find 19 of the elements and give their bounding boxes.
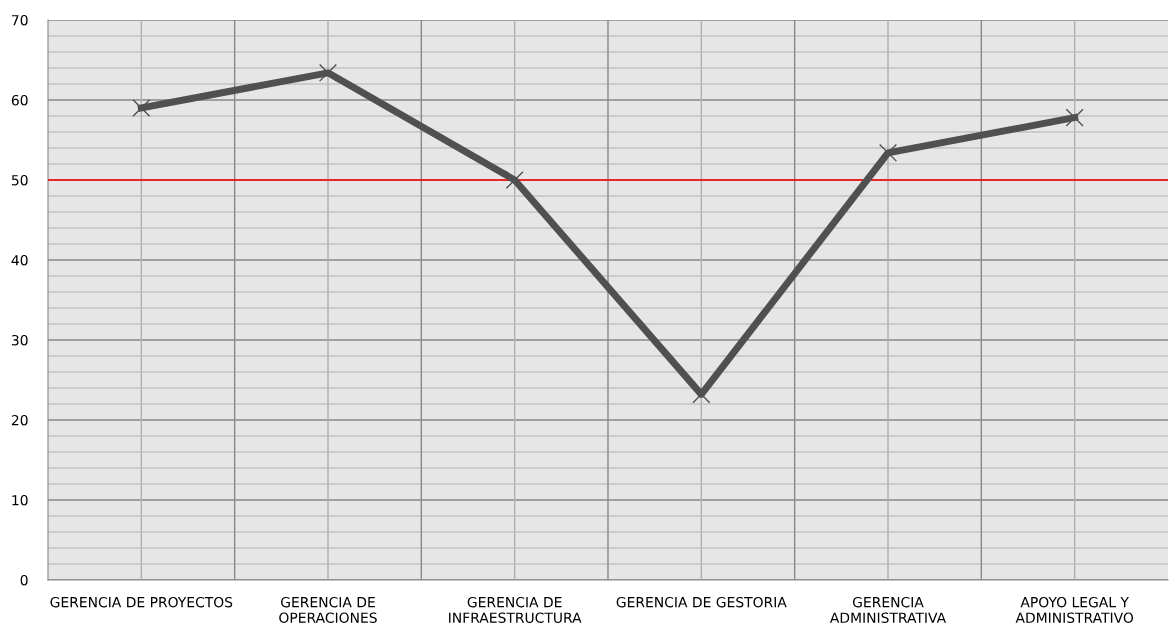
y-tick-label: 30: [11, 334, 28, 346]
y-tick-label: 0: [20, 574, 28, 586]
y-tick-label: 60: [11, 94, 28, 106]
x-tick-label: GERENCIA DE INFRAESTRUCTURA: [449, 596, 582, 623]
y-tick-label: 10: [12, 494, 28, 506]
y-tick-label: 20: [11, 414, 28, 426]
point: [878, 143, 898, 162]
point: [1065, 108, 1084, 127]
x-tick-label: APOYO LEGAL Y ADMINISTRATIVO: [1015, 596, 1134, 623]
y-tick-label: 70: [12, 14, 28, 26]
point: [505, 170, 524, 190]
x-tick-label: GERENCIA DE OPERACIONES: [279, 596, 377, 623]
x-tick-label: GERENCIA DE GESTORIA: [616, 596, 787, 608]
y-tick-label: 50: [11, 174, 28, 186]
point: [132, 98, 151, 118]
x-tick-label: GERENCIA DE PROYECTOS: [50, 596, 233, 608]
x-tick-label: GERENCIA ADMINISTRATIVA: [829, 596, 947, 623]
y-tick-label: 40: [11, 254, 28, 266]
point: [318, 63, 338, 82]
